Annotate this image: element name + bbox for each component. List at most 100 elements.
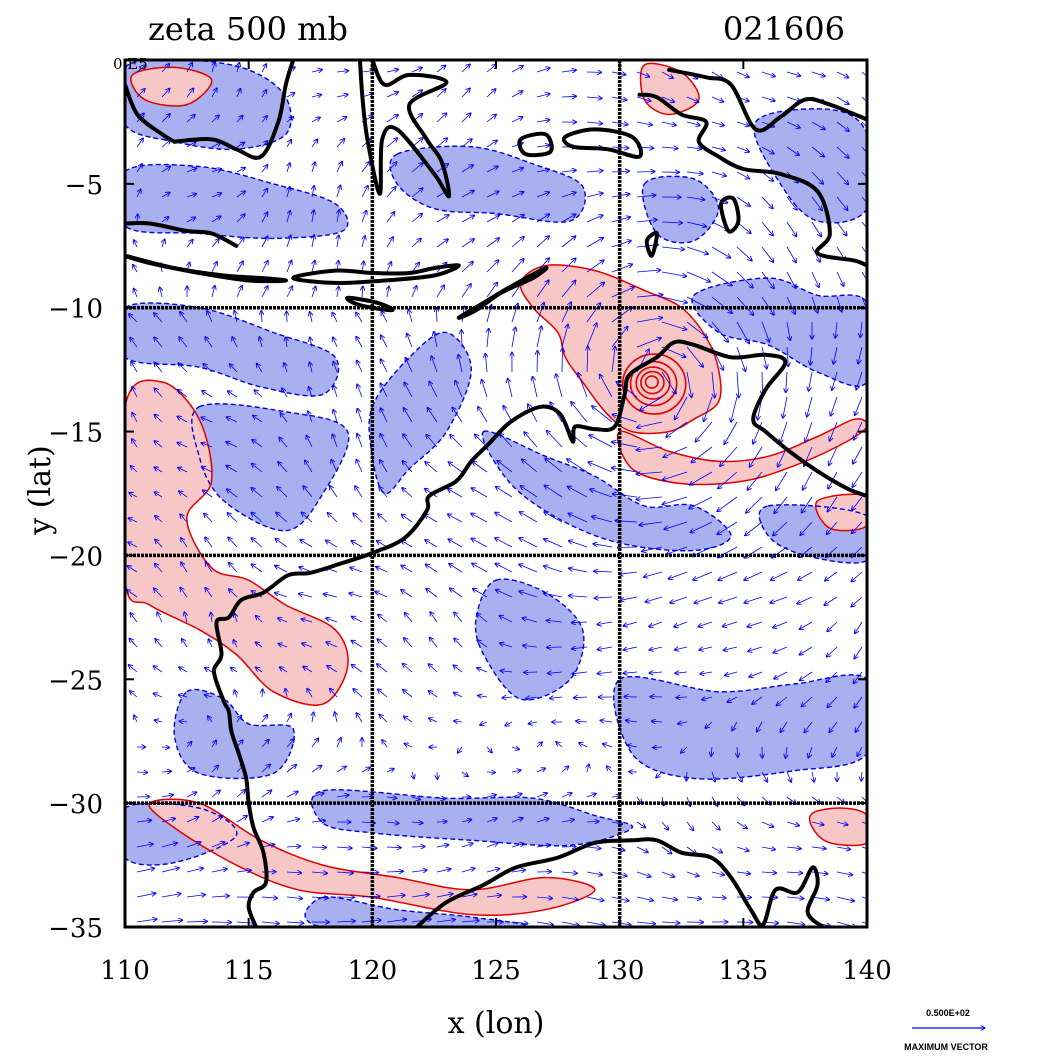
wind-vector bbox=[361, 872, 379, 873]
wind-vector bbox=[351, 541, 363, 548]
wind-vector bbox=[426, 589, 438, 598]
wind-vector bbox=[211, 790, 220, 798]
wind-vector bbox=[524, 432, 538, 448]
wind-vector bbox=[717, 546, 738, 558]
wind-vector bbox=[808, 371, 813, 391]
wind-vector bbox=[611, 194, 630, 198]
wind-vector bbox=[211, 740, 216, 748]
wind-vector bbox=[561, 847, 576, 848]
wind-vector bbox=[661, 222, 683, 223]
wind-vector bbox=[748, 646, 763, 651]
wind-vector bbox=[387, 286, 389, 298]
wind-vector bbox=[496, 590, 513, 598]
wind-vector bbox=[571, 622, 588, 623]
wind-vector bbox=[711, 746, 712, 756]
wind-vector bbox=[436, 894, 453, 898]
wind-vector bbox=[353, 689, 363, 698]
wind-vector bbox=[636, 338, 661, 348]
wind-vector bbox=[237, 88, 241, 98]
wind-vector bbox=[861, 821, 867, 826]
wind-vector bbox=[286, 897, 303, 899]
wind-vector bbox=[855, 621, 863, 634]
wind-vector bbox=[811, 71, 825, 76]
wind-vector bbox=[519, 512, 538, 523]
wind-vector bbox=[761, 771, 768, 782]
wind-vector bbox=[586, 821, 599, 822]
wind-vector bbox=[309, 387, 313, 398]
wind-vector bbox=[129, 314, 138, 323]
wind-vector bbox=[331, 459, 338, 473]
wind-vector bbox=[495, 538, 513, 548]
wind-vector bbox=[761, 221, 773, 236]
wind-vector bbox=[211, 169, 222, 172]
wind-vector bbox=[861, 846, 867, 850]
wind-vector bbox=[774, 496, 788, 514]
wind-vector bbox=[302, 643, 313, 648]
wind-vector bbox=[411, 797, 421, 800]
wind-vector bbox=[330, 688, 338, 698]
wind-vector bbox=[177, 443, 188, 448]
coastline-layer bbox=[125, 60, 867, 927]
wind-vector bbox=[161, 920, 183, 922]
wind-vector bbox=[787, 346, 788, 367]
wind-vector bbox=[211, 239, 219, 248]
wind-vector bbox=[561, 170, 576, 172]
wind-vector bbox=[134, 288, 138, 298]
wind-vector bbox=[594, 571, 613, 572]
wind-vector bbox=[161, 747, 170, 748]
wind-vector bbox=[403, 690, 413, 698]
wind-vector bbox=[520, 486, 538, 498]
wind-vector bbox=[201, 467, 213, 473]
wind-vector bbox=[461, 771, 468, 777]
wind-vector bbox=[786, 96, 801, 101]
wind-vector bbox=[275, 539, 288, 548]
wind-vector bbox=[640, 396, 663, 410]
coastline-new-guinea-north bbox=[667, 67, 867, 133]
y-tick-label: −5 bbox=[65, 171, 103, 201]
y-tick-label: −15 bbox=[48, 419, 103, 449]
wind-vector bbox=[237, 62, 240, 73]
wind-vector bbox=[544, 539, 563, 548]
wind-vector bbox=[536, 145, 550, 147]
wind-vector bbox=[711, 296, 732, 313]
wind-vector bbox=[619, 572, 638, 574]
wind-vector bbox=[379, 487, 388, 498]
wind-vector bbox=[376, 567, 388, 573]
wind-vector bbox=[428, 691, 438, 698]
wind-vector bbox=[154, 563, 163, 573]
wind-vector bbox=[695, 421, 713, 442]
wind-vector bbox=[357, 408, 363, 423]
wind-vector bbox=[254, 390, 263, 398]
negative-contour-interior bbox=[474, 578, 585, 701]
wind-vector bbox=[736, 321, 749, 344]
map-title: zeta 500 mb bbox=[148, 10, 348, 48]
wind-vector bbox=[356, 336, 363, 348]
wind-vector bbox=[511, 192, 524, 198]
wind-vector bbox=[690, 521, 713, 533]
wind-vector bbox=[286, 93, 295, 98]
wind-vector bbox=[636, 270, 661, 272]
wind-vector bbox=[569, 596, 588, 597]
wind-vector bbox=[261, 897, 278, 898]
wind-vector bbox=[472, 462, 488, 473]
wind-vector bbox=[286, 846, 301, 847]
wind-vector bbox=[277, 487, 288, 498]
wind-vector bbox=[586, 215, 603, 223]
wind-vector bbox=[661, 821, 669, 830]
wind-vector bbox=[511, 259, 524, 273]
wind-vector bbox=[832, 746, 838, 757]
wind-vector bbox=[528, 722, 538, 724]
wind-vector bbox=[589, 435, 613, 448]
wind-vector bbox=[350, 567, 363, 573]
wind-vector bbox=[612, 494, 638, 498]
wind-vector bbox=[736, 821, 747, 829]
coastline-buru bbox=[517, 131, 554, 158]
wind-vector bbox=[236, 870, 251, 872]
wind-vector bbox=[594, 597, 613, 598]
wind-vector bbox=[357, 433, 363, 448]
wind-vector bbox=[386, 92, 399, 98]
wind-vector bbox=[436, 65, 446, 73]
wind-vector bbox=[854, 696, 863, 708]
wind-vector bbox=[182, 639, 188, 648]
wind-vector bbox=[832, 371, 838, 390]
